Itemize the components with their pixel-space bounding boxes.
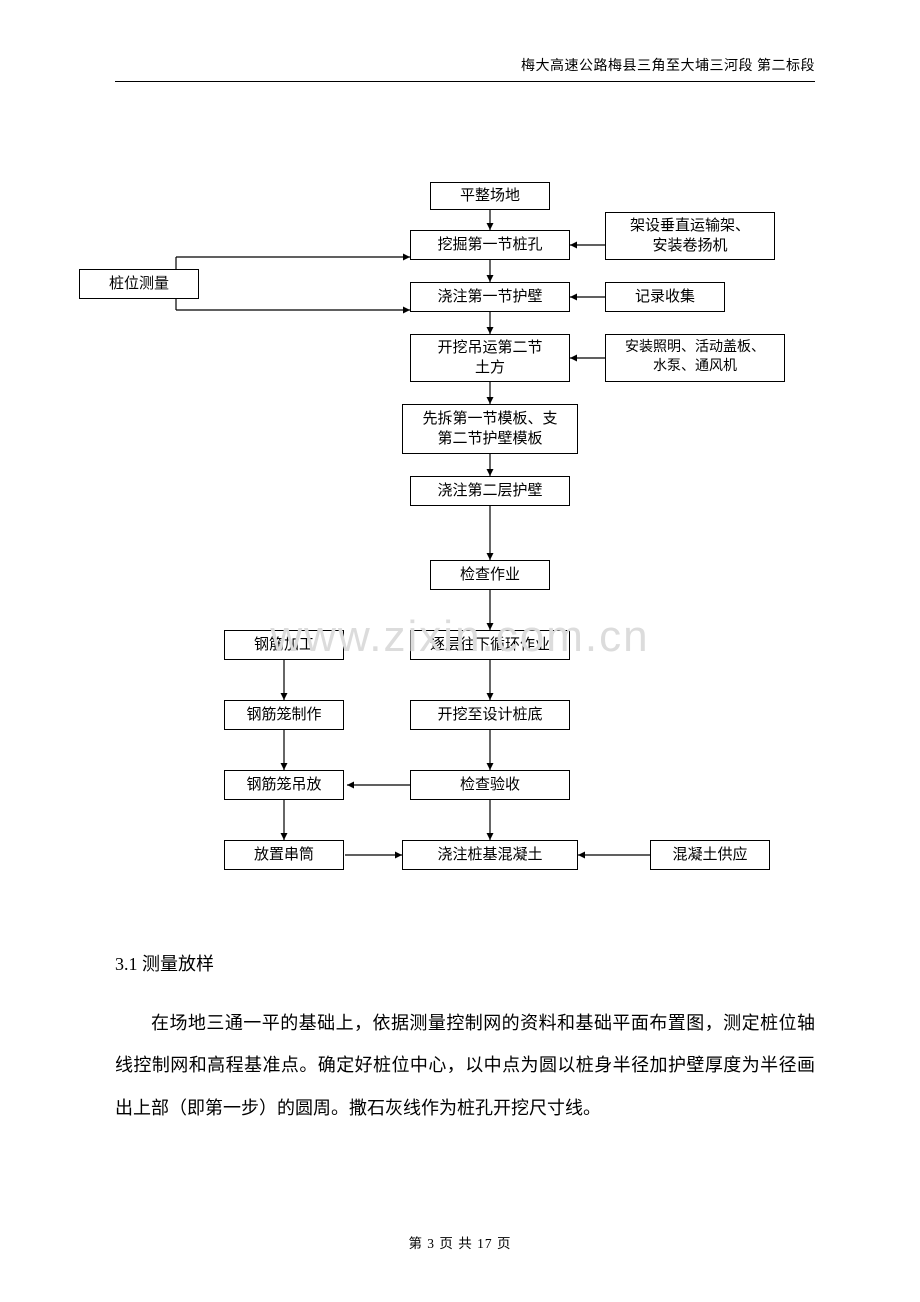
node-check-accept: 检查验收 bbox=[410, 770, 570, 800]
node-concrete-supply: 混凝土供应 bbox=[650, 840, 770, 870]
page: 梅大高速公路梅县三角至大埔三河段 第二标段 bbox=[115, 55, 815, 1129]
node-cage-make: 钢筋笼制作 bbox=[224, 700, 344, 730]
section-heading: 3.1 测量放样 bbox=[115, 950, 815, 976]
node-inspect-work: 检查作业 bbox=[430, 560, 550, 590]
node-pour-concrete: 浇注桩基混凝土 bbox=[402, 840, 578, 870]
node-pour-first-wall: 浇注第一节护壁 bbox=[410, 282, 570, 312]
node-dig-second: 开挖吊运第二节 土方 bbox=[410, 334, 570, 382]
node-dig-to-bottom: 开挖至设计桩底 bbox=[410, 700, 570, 730]
node-remove-formwork: 先拆第一节模板、支 第二节护壁模板 bbox=[402, 404, 578, 454]
node-pour-second-wall: 浇注第二层护壁 bbox=[410, 476, 570, 506]
node-cage-hoist: 钢筋笼吊放 bbox=[224, 770, 344, 800]
node-cycle-down: 逐层往下循环作业 bbox=[410, 630, 570, 660]
node-hoist-setup: 架设垂直运输架、 安装卷扬机 bbox=[605, 212, 775, 260]
body-paragraph: 在场地三通一平的基础上，依据测量控制网的资料和基础平面布置图，测定桩位轴线控制网… bbox=[115, 1002, 815, 1129]
node-install-equip: 安装照明、活动盖板、 水泵、通风机 bbox=[605, 334, 785, 382]
node-tremie: 放置串筒 bbox=[224, 840, 344, 870]
node-level-site: 平整场地 bbox=[430, 182, 550, 210]
flowchart: 平整场地 挖掘第一节桩孔 浇注第一节护壁 开挖吊运第二节 土方 先拆第一节模板、… bbox=[115, 182, 815, 922]
page-footer: 第 3 页 共 17 页 bbox=[0, 1232, 920, 1252]
node-pile-survey: 桩位测量 bbox=[79, 269, 199, 299]
node-rebar-process: 钢筋加工 bbox=[224, 630, 344, 660]
running-header: 梅大高速公路梅县三角至大埔三河段 第二标段 bbox=[115, 55, 815, 82]
node-dig-first: 挖掘第一节桩孔 bbox=[410, 230, 570, 260]
node-record: 记录收集 bbox=[605, 282, 725, 312]
